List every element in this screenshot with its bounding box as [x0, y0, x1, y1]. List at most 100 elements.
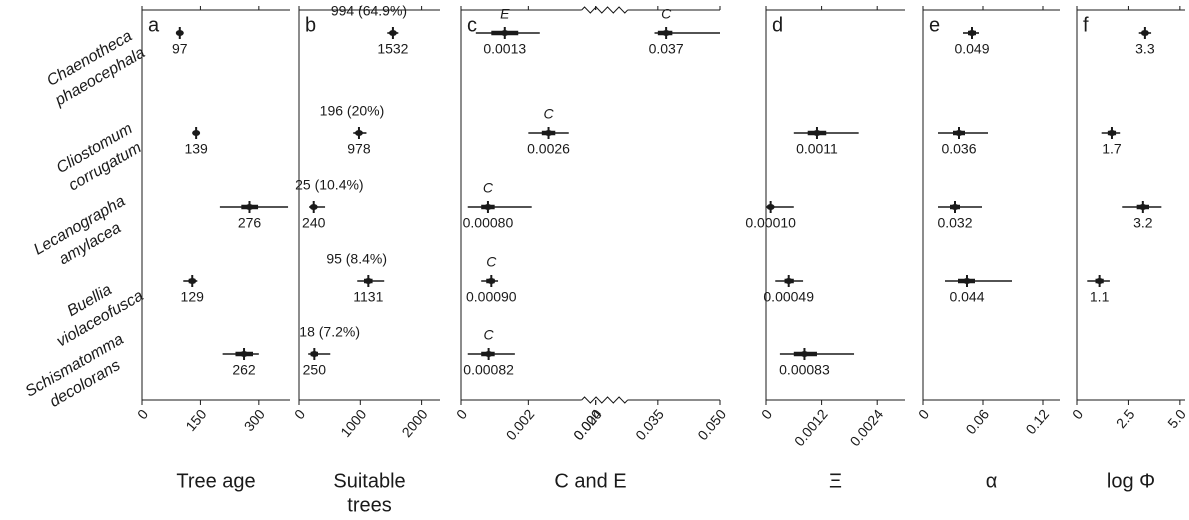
x-tick-label: 0.035 [632, 406, 667, 443]
value-label: 0.00090 [466, 289, 517, 305]
x-tick-label: 0.06 [962, 406, 992, 437]
panel-letter: c [467, 14, 477, 36]
x-tick-label: 0 [1069, 406, 1086, 422]
panel-letter: b [305, 14, 316, 36]
estimate [484, 351, 493, 357]
x-axis-label: α [986, 470, 998, 492]
estimate [310, 351, 319, 357]
x-tick-label: 2.5 [1113, 406, 1138, 431]
x-axis-label: log Φ [1107, 470, 1155, 492]
value-label: 0.00080 [463, 215, 514, 231]
estimate [364, 278, 373, 284]
estimate [1107, 130, 1116, 136]
estimate [1140, 30, 1149, 36]
axis-break [581, 396, 629, 404]
series-label: C [661, 6, 672, 22]
series-label: C [484, 327, 495, 343]
value-label: 0.00010 [745, 215, 796, 231]
annotation: 18 (7.2%) [299, 324, 360, 340]
estimate [766, 204, 775, 210]
estimate [968, 30, 976, 36]
estimate [800, 351, 809, 357]
estimate [500, 30, 509, 36]
estimate [175, 30, 184, 36]
value-label: 0.044 [949, 289, 984, 305]
value-label: 139 [184, 141, 208, 157]
estimate [1138, 204, 1147, 210]
value-label: 3.2 [1133, 215, 1153, 231]
estimate [951, 204, 959, 210]
value-label: 0.032 [937, 215, 972, 231]
panel-letter: a [148, 14, 160, 36]
value-label: 0.00083 [779, 362, 830, 378]
series-label: C [483, 180, 494, 196]
value-label: 1.7 [1102, 141, 1122, 157]
panel-frame [298, 9, 440, 401]
value-label: 0.037 [649, 41, 684, 57]
value-label: 1131 [353, 289, 383, 305]
value-label: 250 [303, 362, 327, 378]
value-label: 0.036 [941, 141, 976, 157]
x-tick-label: 2000 [398, 406, 430, 440]
estimate [483, 204, 492, 210]
x-tick-label: 150 [182, 406, 209, 434]
value-label: 1.1 [1090, 289, 1110, 305]
panel-frame [1076, 9, 1185, 401]
value-label: 0.00049 [763, 289, 814, 305]
estimate [662, 30, 671, 36]
panel-letter: e [929, 14, 940, 36]
annotation: 95 (8.4%) [326, 251, 387, 267]
series-label: C [543, 106, 554, 122]
value-label: 0.0011 [796, 141, 838, 157]
value-label: 262 [232, 362, 256, 378]
value-label: 97 [172, 41, 188, 57]
estimate [354, 130, 363, 136]
x-tick-label: 0 [291, 406, 308, 422]
value-label: 129 [181, 289, 205, 305]
estimate [192, 130, 201, 136]
annotation: 196 (20%) [320, 103, 385, 119]
x-tick-label: 0 [915, 406, 932, 422]
value-label: 0.0013 [483, 41, 526, 57]
x-axis-label: Ξ [829, 470, 842, 492]
x-tick-label: 1000 [337, 406, 369, 440]
value-label: 240 [302, 215, 326, 231]
annotation: 25 (10.4%) [295, 177, 363, 193]
axis-break [581, 6, 629, 14]
estimate [955, 130, 963, 136]
x-tick-label: 0.0024 [847, 406, 887, 449]
x-tick-label: 300 [241, 406, 268, 434]
estimate [1095, 278, 1104, 284]
x-tick-label: 0.0012 [791, 406, 831, 449]
estimate [388, 30, 397, 36]
value-label: 0.049 [954, 41, 989, 57]
x-axis-label: trees [347, 494, 391, 516]
panel-frame [460, 9, 720, 401]
x-tick-label: 5.0 [1164, 406, 1189, 431]
x-tick-label: 0 [453, 406, 470, 422]
value-label: 978 [347, 141, 371, 157]
estimate [544, 130, 553, 136]
panel-frame [765, 9, 905, 401]
x-tick-label: 0 [134, 406, 151, 422]
panel-frame [922, 9, 1060, 401]
value-label: 1532 [377, 41, 408, 57]
estimate [963, 278, 971, 284]
estimate [784, 278, 793, 284]
value-label: 3.3 [1135, 41, 1155, 57]
x-tick-label: 0.002 [503, 406, 538, 443]
x-tick-label: 0 [758, 406, 775, 422]
panel-frame [141, 9, 290, 401]
x-axis-label: C and E [554, 470, 626, 492]
estimate [245, 204, 254, 210]
value-label: 0.00082 [463, 362, 514, 378]
estimate [240, 351, 249, 357]
x-tick-label: 0.12 [1022, 406, 1052, 437]
estimate [812, 130, 821, 136]
estimate [487, 278, 496, 284]
